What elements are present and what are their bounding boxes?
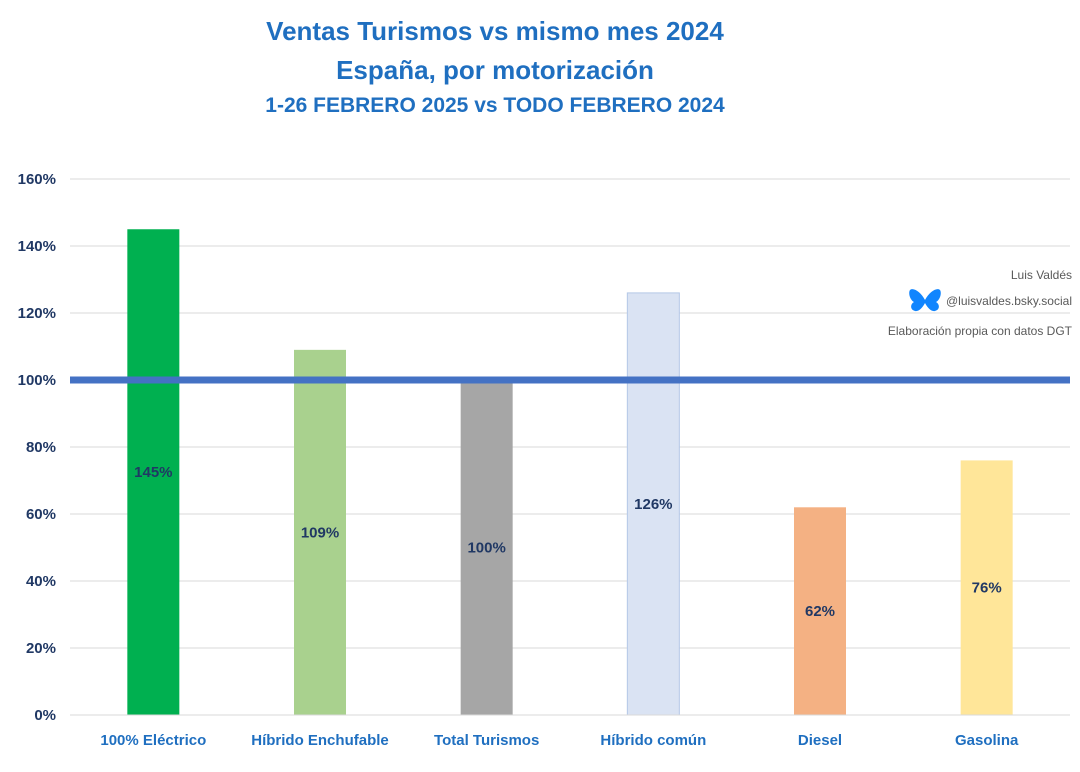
chart-date-range: 1-26 FEBRERO 2025 vs TODO FEBRERO 2024 xyxy=(265,94,725,117)
data-label: 62% xyxy=(805,603,835,620)
x-category-label: Híbrido común xyxy=(600,732,706,749)
y-tick-label: 60% xyxy=(26,506,56,523)
y-tick-label: 100% xyxy=(18,372,56,389)
x-category-label: Híbrido Enchufable xyxy=(251,732,389,749)
bar xyxy=(794,507,846,715)
bar xyxy=(960,460,1013,715)
y-tick-label: 120% xyxy=(18,305,56,322)
x-category-label: Gasolina xyxy=(955,732,1019,749)
data-label: 126% xyxy=(634,496,672,513)
bar xyxy=(626,292,680,716)
x-category-label: Total Turismos xyxy=(434,732,539,749)
chart-subtitle: España, por motorización xyxy=(336,55,654,85)
chart-title: Ventas Turismos vs mismo mes 2024 xyxy=(266,16,724,46)
data-label: 76% xyxy=(972,580,1002,597)
credit-author: Luis Valdés xyxy=(1010,268,1072,282)
y-tick-label: 140% xyxy=(18,238,56,255)
credit-source: Elaboración propia con datos DGT xyxy=(887,324,1072,338)
y-tick-label: 160% xyxy=(18,171,56,188)
data-label: 100% xyxy=(467,540,505,557)
y-tick-label: 20% xyxy=(26,640,56,657)
bar xyxy=(127,229,180,715)
y-tick-label: 80% xyxy=(26,439,56,456)
bar xyxy=(460,380,513,715)
data-label: 145% xyxy=(134,464,172,481)
y-tick-label: 40% xyxy=(26,573,56,590)
x-category-label: Diesel xyxy=(798,732,842,749)
butterfly-icon xyxy=(909,289,941,312)
data-label: 109% xyxy=(301,524,339,541)
credit-handle-row: @luisvaldes.bsky.social xyxy=(908,288,1072,314)
bar xyxy=(294,349,346,715)
x-category-label: 100% Eléctrico xyxy=(100,732,206,749)
y-tick-label: 0% xyxy=(34,707,56,724)
credit-handle-text: @luisvaldes.bsky.social xyxy=(945,294,1072,308)
